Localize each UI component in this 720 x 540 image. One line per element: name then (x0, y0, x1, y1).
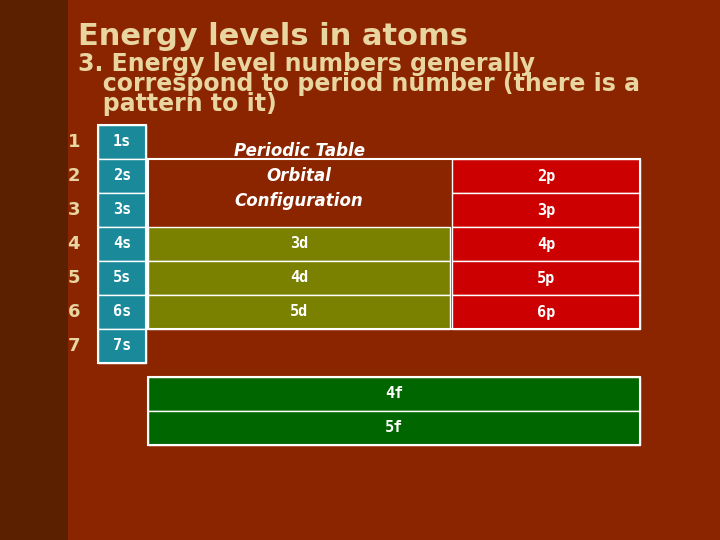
Bar (98, 159, 146, 193)
Text: 4p: 4p (537, 237, 555, 252)
Text: 3s: 3s (113, 202, 131, 218)
Bar (452, 261, 640, 295)
Text: Periodic Table
Orbital
Configuration: Periodic Table Orbital Configuration (233, 142, 364, 210)
Text: 3p: 3p (537, 202, 555, 218)
Text: 3. Energy level numbers generally: 3. Energy level numbers generally (78, 52, 535, 76)
Bar (148, 159, 640, 329)
Bar (98, 227, 146, 261)
Text: 4d: 4d (290, 271, 308, 286)
Bar (452, 295, 640, 329)
Text: 3: 3 (68, 201, 80, 219)
Text: 3d: 3d (290, 237, 308, 252)
Text: 5p: 5p (537, 271, 555, 286)
Text: 5d: 5d (290, 305, 308, 320)
Text: 5f: 5f (385, 421, 403, 435)
Text: 5: 5 (68, 269, 80, 287)
Text: 1: 1 (68, 133, 80, 151)
Text: Energy levels in atoms: Energy levels in atoms (78, 22, 468, 51)
Text: 2p: 2p (537, 168, 555, 184)
Text: correspond to period number (there is a: correspond to period number (there is a (78, 72, 640, 96)
Bar (148, 377, 640, 445)
Bar (0, 0, 68, 540)
Bar (98, 193, 146, 227)
Bar (98, 295, 146, 329)
Bar (148, 411, 640, 445)
Bar (148, 261, 450, 295)
Bar (98, 125, 146, 363)
Text: 2s: 2s (113, 168, 131, 184)
Text: 5s: 5s (113, 271, 131, 286)
Text: pattern to it): pattern to it) (78, 92, 276, 116)
Text: 2: 2 (68, 167, 80, 185)
Bar (148, 377, 640, 411)
Bar (98, 125, 146, 159)
Text: 1s: 1s (113, 134, 131, 150)
Text: 6p: 6p (537, 305, 555, 320)
Bar (452, 193, 640, 227)
Text: 7: 7 (68, 337, 80, 355)
Bar (148, 227, 450, 261)
Text: 4: 4 (68, 235, 80, 253)
Bar (98, 261, 146, 295)
Bar (452, 227, 640, 261)
Text: 4f: 4f (385, 387, 403, 402)
Text: 6: 6 (68, 303, 80, 321)
Bar (452, 159, 640, 193)
Text: 7s: 7s (113, 339, 131, 354)
Text: 4s: 4s (113, 237, 131, 252)
Bar (148, 295, 450, 329)
Text: 6s: 6s (113, 305, 131, 320)
Bar (98, 329, 146, 363)
